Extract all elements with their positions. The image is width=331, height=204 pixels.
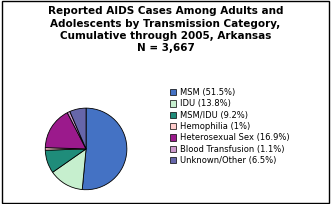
Wedge shape (45, 148, 86, 150)
Wedge shape (70, 108, 86, 149)
Wedge shape (53, 149, 86, 190)
Wedge shape (67, 111, 86, 149)
Wedge shape (45, 149, 86, 172)
Legend: MSM (51.5%), IDU (13.8%), MSM/IDU (9.2%), Hemophilia (1%), Heterosexual Sex (16.: MSM (51.5%), IDU (13.8%), MSM/IDU (9.2%)… (170, 88, 289, 165)
Wedge shape (45, 113, 86, 149)
Text: Reported AIDS Cases Among Adults and
Adolescents by Transmission Category,
Cumul: Reported AIDS Cases Among Adults and Ado… (48, 6, 283, 53)
Wedge shape (82, 108, 127, 190)
